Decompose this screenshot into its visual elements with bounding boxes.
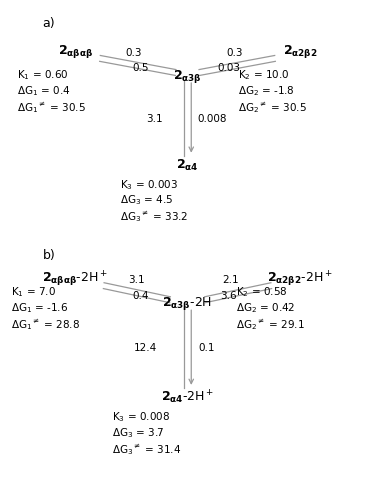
- Text: $\Delta$G$_2$$^{\neq}$ = 29.1: $\Delta$G$_2$$^{\neq}$ = 29.1: [236, 317, 305, 332]
- Text: $\Delta$G$_3$ = 3.7: $\Delta$G$_3$ = 3.7: [112, 426, 165, 440]
- Text: $\Delta$G$_2$ = 0.42: $\Delta$G$_2$ = 0.42: [236, 301, 296, 315]
- Text: $\mathbf{2}_{\mathbf{\alpha\beta\alpha\beta}}$: $\mathbf{2}_{\mathbf{\alpha\beta\alpha\b…: [57, 43, 93, 60]
- Text: K$_1$ = 7.0: K$_1$ = 7.0: [11, 286, 56, 299]
- Text: 3.1: 3.1: [129, 275, 145, 285]
- Text: $\Delta$G$_1$ = 0.4: $\Delta$G$_1$ = 0.4: [17, 84, 70, 98]
- Text: K$_3$ = 0.008: K$_3$ = 0.008: [112, 410, 171, 424]
- Text: $\mathbf{2}_{\mathbf{\alpha3\beta}}$: $\mathbf{2}_{\mathbf{\alpha3\beta}}$: [173, 68, 202, 85]
- Text: 3.6: 3.6: [220, 291, 237, 301]
- Text: $\mathbf{2}_{\mathbf{\alpha4}}$-2H$^+$: $\mathbf{2}_{\mathbf{\alpha4}}$-2H$^+$: [161, 389, 214, 407]
- Text: 0.4: 0.4: [132, 291, 149, 301]
- Text: $\mathbf{2}_{\mathbf{\alpha4}}$: $\mathbf{2}_{\mathbf{\alpha4}}$: [176, 158, 199, 173]
- Text: 12.4: 12.4: [134, 343, 158, 353]
- Text: 0.3: 0.3: [226, 48, 243, 58]
- Text: $\Delta$G$_2$ = -1.8: $\Delta$G$_2$ = -1.8: [238, 84, 295, 98]
- Text: 0.008: 0.008: [197, 114, 226, 124]
- Text: $\mathbf{2}_{\mathbf{\alpha2\beta2}}$-2H$^+$: $\mathbf{2}_{\mathbf{\alpha2\beta2}}$-2H…: [267, 269, 333, 289]
- Text: $\Delta$G$_1$$^{\neq}$ = 30.5: $\Delta$G$_1$$^{\neq}$ = 30.5: [17, 100, 86, 115]
- Text: $\Delta$G$_1$$^{\neq}$ = 28.8: $\Delta$G$_1$$^{\neq}$ = 28.8: [11, 317, 80, 332]
- Text: K$_1$ = 0.60: K$_1$ = 0.60: [17, 68, 68, 82]
- Text: $\Delta$G$_3$$^{\neq}$ = 33.2: $\Delta$G$_3$$^{\neq}$ = 33.2: [120, 209, 188, 224]
- Text: 0.5: 0.5: [132, 63, 149, 73]
- Text: $\mathbf{2}_{\mathbf{\alpha2\beta2}}$: $\mathbf{2}_{\mathbf{\alpha2\beta2}}$: [283, 43, 317, 60]
- Text: $\mathbf{2}_{\mathbf{\alpha3\beta}}$-2H: $\mathbf{2}_{\mathbf{\alpha3\beta}}$-2H: [162, 295, 213, 312]
- Text: $\Delta$G$_3$$^{\neq}$ = 31.4: $\Delta$G$_3$$^{\neq}$ = 31.4: [112, 442, 182, 456]
- Text: 0.1: 0.1: [199, 343, 215, 353]
- Text: K$_2$ = 10.0: K$_2$ = 10.0: [238, 68, 290, 82]
- Text: 3.1: 3.1: [147, 114, 163, 124]
- Text: 0.03: 0.03: [217, 63, 240, 73]
- Text: 2.1: 2.1: [222, 275, 239, 285]
- Text: 0.3: 0.3: [125, 48, 141, 58]
- Text: $\mathbf{2}_{\mathbf{\alpha\beta\alpha\beta}}$-2H$^+$: $\mathbf{2}_{\mathbf{\alpha\beta\alpha\b…: [42, 269, 108, 289]
- Text: K$_2$ = 0.58: K$_2$ = 0.58: [236, 286, 288, 299]
- Text: $\Delta$G$_3$ = 4.5: $\Delta$G$_3$ = 4.5: [120, 194, 173, 207]
- Text: K$_3$ = 0.003: K$_3$ = 0.003: [120, 178, 178, 192]
- Text: b): b): [42, 249, 55, 262]
- Text: a): a): [42, 17, 55, 30]
- Text: $\Delta$G$_2$$^{\neq}$ = 30.5: $\Delta$G$_2$$^{\neq}$ = 30.5: [238, 100, 307, 115]
- Text: $\Delta$G$_1$ = -1.6: $\Delta$G$_1$ = -1.6: [11, 301, 68, 315]
